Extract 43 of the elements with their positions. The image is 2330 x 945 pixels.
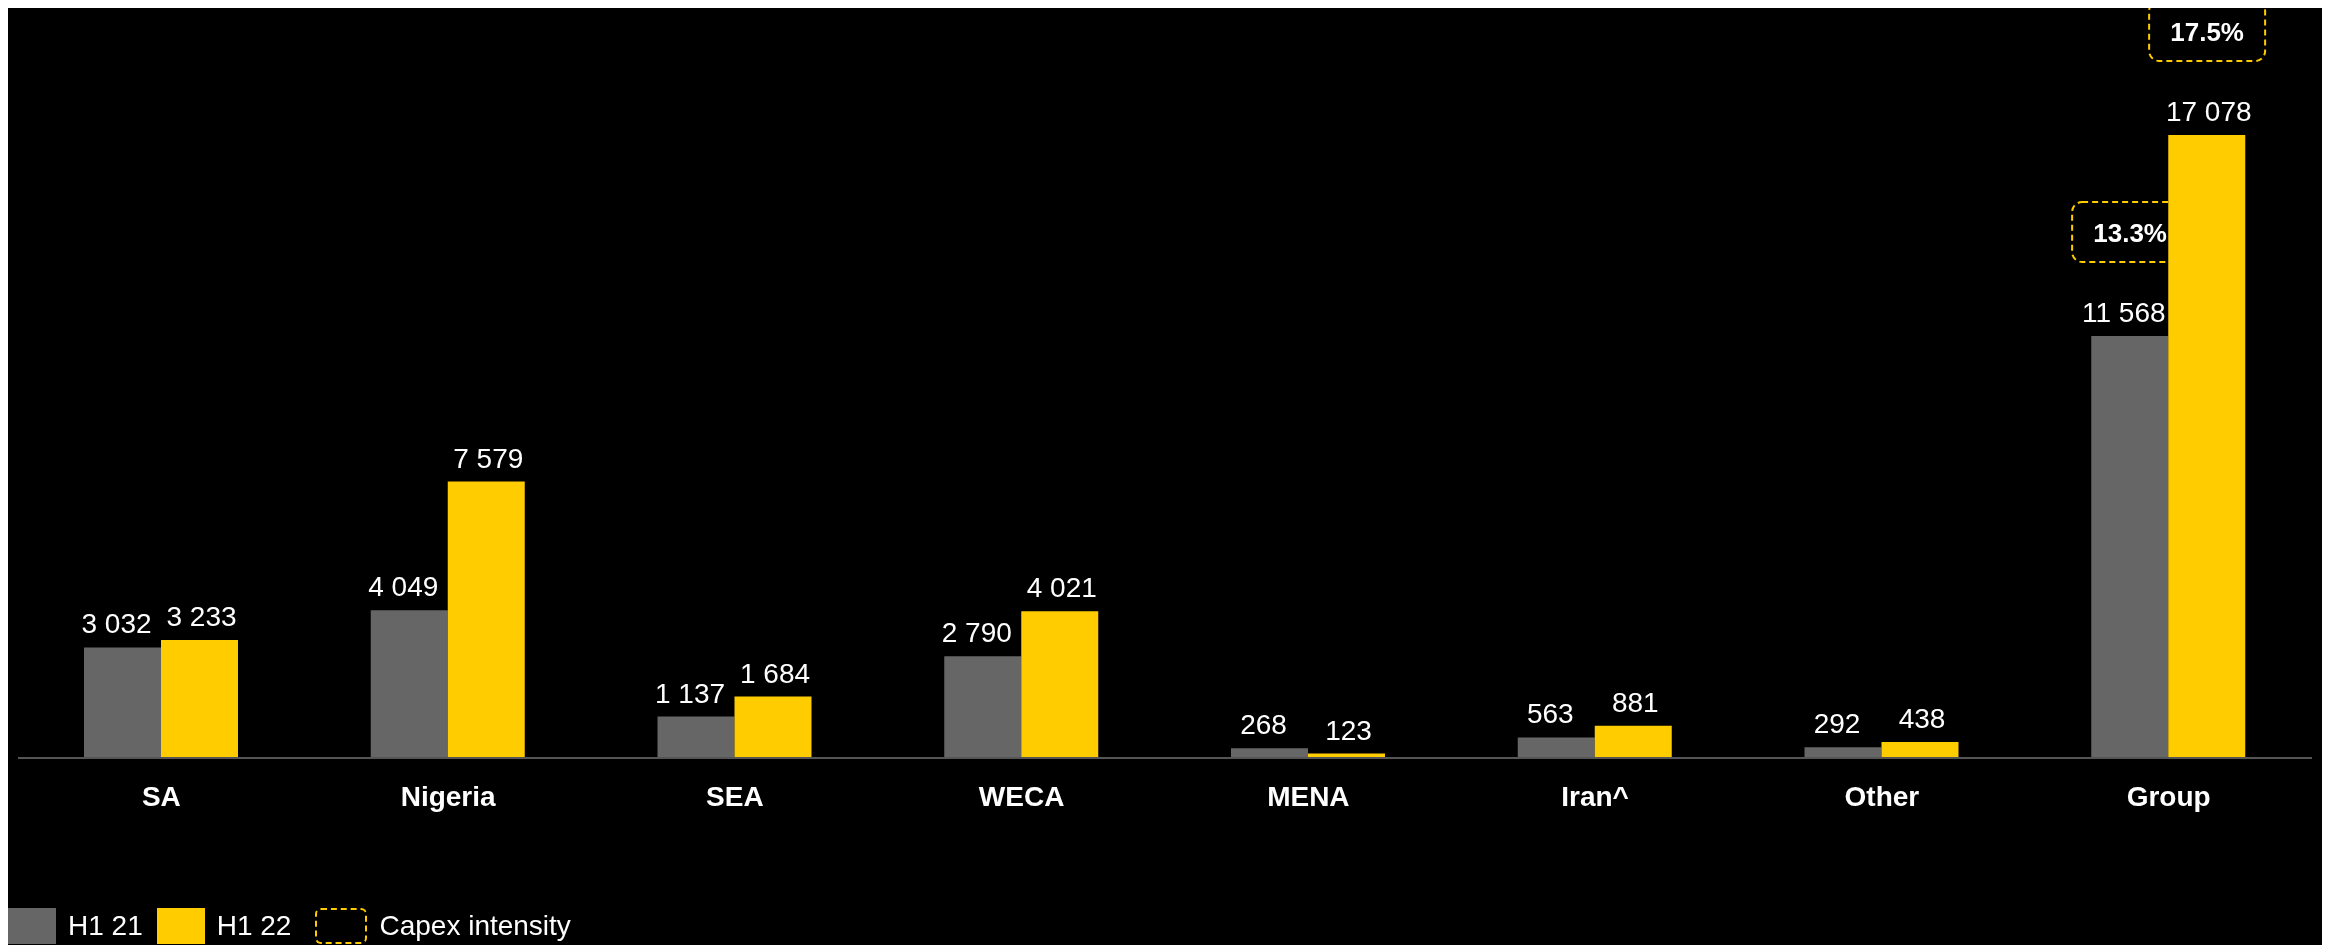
bar: [1517, 737, 1595, 758]
bar: [734, 696, 812, 758]
bar: [447, 481, 525, 758]
data-label: 268: [1240, 709, 1287, 741]
x-tick-label: Iran^: [1561, 780, 1629, 812]
data-label: 881: [1611, 686, 1659, 718]
legend-label: H1 21: [68, 910, 143, 942]
x-tick-label: WECA: [978, 780, 1065, 812]
bar: [1231, 748, 1308, 758]
x-tick-label: SEA: [706, 780, 764, 812]
data-label: 3 233: [166, 601, 237, 633]
bar: [161, 640, 238, 758]
bar: [1594, 725, 1672, 758]
x-tick-label: Other: [1844, 780, 1920, 812]
bar: [1804, 747, 1882, 758]
data-label: 1 137: [654, 677, 726, 709]
data-label: 17 078: [2165, 96, 2252, 127]
x-tick-label: Nigeria: [400, 780, 497, 812]
data-label: 11 568: [2081, 297, 2166, 328]
data-label: 123: [1325, 714, 1372, 746]
data-label: 292: [1813, 708, 1861, 740]
x-tick-label: Group: [2126, 780, 2211, 812]
bar: [944, 656, 1022, 758]
bar: [2091, 336, 2169, 758]
data-label: 4 021: [1026, 572, 1097, 604]
annotation: 13.3%: [2093, 218, 2167, 248]
data-label: 7 579: [453, 442, 524, 474]
bar: [657, 716, 735, 758]
x-tick-label: SA: [141, 780, 181, 812]
data-label: 1 684: [739, 657, 811, 689]
text: Capex intensity: [379, 910, 571, 942]
text: 17.5%: [2170, 17, 2244, 47]
data-label: 3 032: [81, 608, 152, 640]
bar: [370, 610, 448, 758]
bar: [84, 647, 161, 758]
bar: [1881, 742, 1959, 758]
legend-label: H1 22: [216, 910, 292, 942]
data-label: 2 790: [941, 617, 1012, 649]
data-label: 4 049: [368, 571, 439, 603]
data-label: 438: [1898, 703, 1946, 735]
data-label: 563: [1526, 698, 1574, 730]
x-tick-label: MENA: [1267, 780, 1350, 812]
bar: [1021, 611, 1099, 758]
